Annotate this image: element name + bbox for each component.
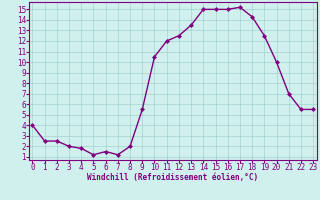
X-axis label: Windchill (Refroidissement éolien,°C): Windchill (Refroidissement éolien,°C) xyxy=(87,173,258,182)
